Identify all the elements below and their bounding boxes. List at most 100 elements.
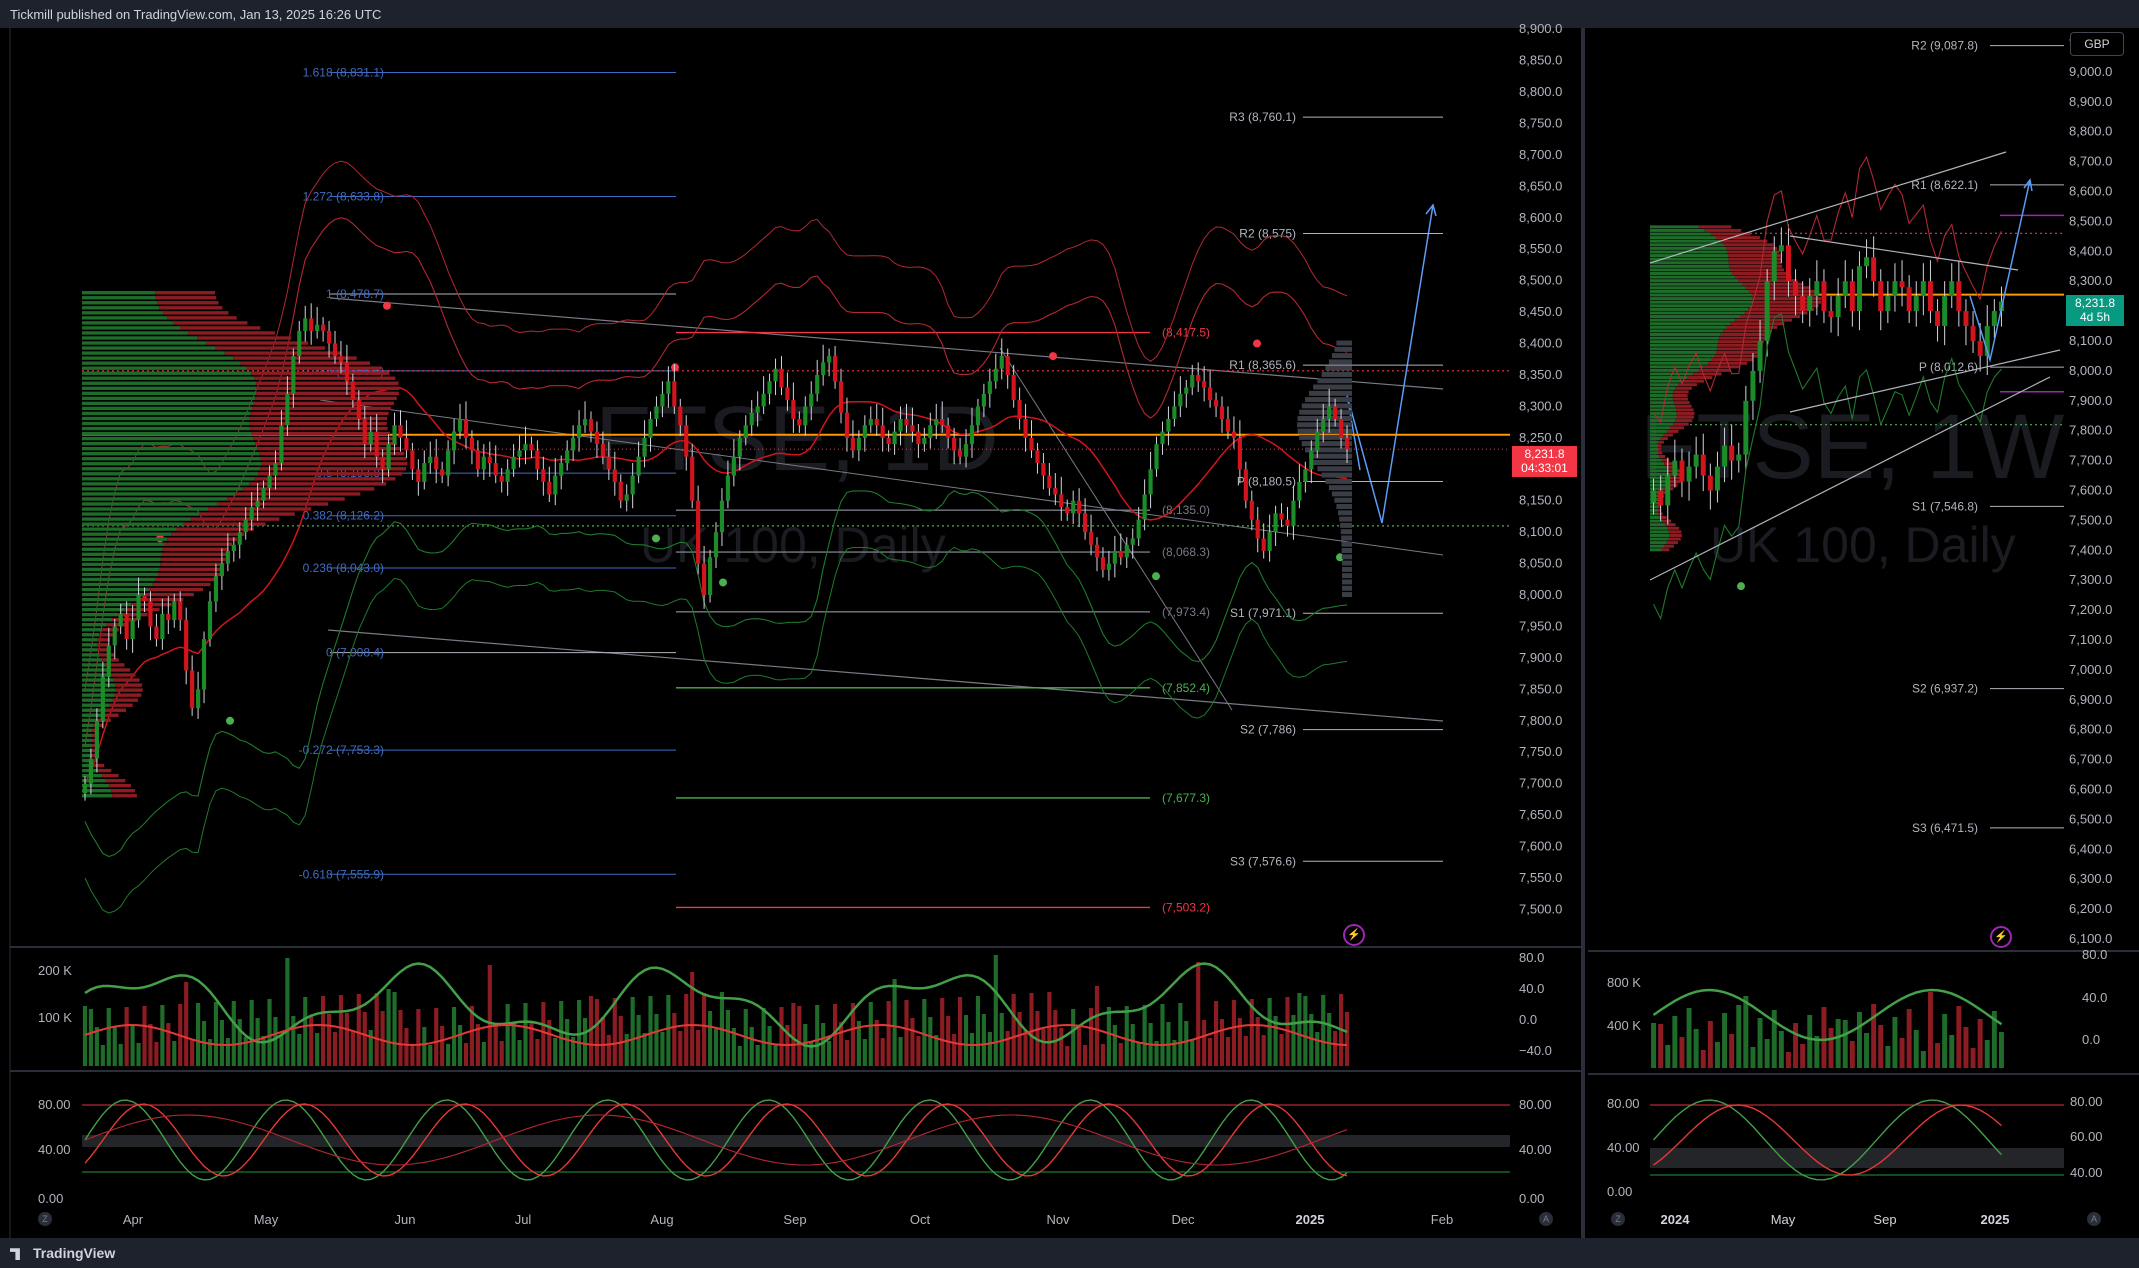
candle-body[interactable] [88, 758, 94, 784]
candle-body[interactable] [487, 456, 492, 463]
trendline-upper[interactable] [329, 297, 1444, 390]
candle-body[interactable] [297, 330, 302, 357]
candle-body[interactable] [850, 437, 856, 451]
candle-body[interactable] [898, 418, 903, 432]
trendline-lower[interactable] [327, 629, 1444, 722]
candle-body[interactable] [1065, 507, 1070, 514]
candle-body[interactable] [904, 418, 909, 426]
candle-body[interactable] [576, 425, 582, 438]
candle-body[interactable] [713, 532, 719, 558]
candle-body[interactable] [541, 469, 546, 482]
candle-body[interactable] [219, 563, 224, 577]
alert-bolt-icon[interactable]: ⚡ [1343, 924, 1365, 946]
candle-body[interactable] [1249, 500, 1254, 520]
candle-body[interactable] [1243, 469, 1248, 501]
weekly-candle-body[interactable] [1700, 454, 1706, 476]
candle-body[interactable] [112, 626, 117, 646]
candle-body[interactable] [1029, 437, 1034, 451]
candle-body[interactable] [1088, 532, 1094, 545]
candle-body[interactable] [565, 450, 570, 463]
candle-body[interactable] [969, 425, 975, 445]
candle-body[interactable] [1172, 406, 1177, 419]
candle-body[interactable] [582, 418, 588, 426]
candle-body[interactable] [511, 456, 516, 470]
weekly-candle-body[interactable] [1672, 460, 1678, 476]
weekly-candle-body[interactable] [1793, 281, 1799, 297]
candle-body[interactable] [82, 783, 88, 794]
candle-body[interactable] [862, 425, 867, 438]
candle-body[interactable] [309, 318, 314, 331]
candle-body[interactable] [1213, 400, 1219, 407]
candle-body[interactable] [797, 418, 802, 426]
candle-body[interactable] [100, 676, 105, 721]
candle-body[interactable] [791, 400, 796, 419]
candle-body[interactable] [648, 418, 653, 438]
currency-button[interactable]: GBP [2070, 32, 2124, 56]
candle-body[interactable] [874, 418, 879, 426]
weekly-candle-body[interactable] [1814, 281, 1820, 297]
candle-body[interactable] [130, 620, 135, 640]
weekly-candle-body[interactable] [1871, 257, 1877, 282]
candle-body[interactable] [1124, 544, 1129, 558]
candle-body[interactable] [416, 469, 421, 482]
candle-body[interactable] [315, 324, 320, 331]
candle-body[interactable] [94, 720, 99, 759]
candle-body[interactable] [1344, 437, 1350, 450]
candle-body[interactable] [588, 418, 594, 432]
weekly-scale-log-button[interactable]: Z [1611, 1212, 1625, 1226]
candle-body[interactable] [922, 437, 927, 445]
candle-body[interactable] [981, 393, 986, 407]
candle-body[interactable] [469, 437, 475, 451]
weekly-candle-body[interactable] [1665, 475, 1671, 506]
weekly-candle-body[interactable] [1856, 266, 1862, 312]
candle-body[interactable] [963, 444, 969, 457]
candle-body[interactable] [1255, 519, 1260, 539]
candle-body[interactable] [374, 431, 379, 457]
candle-body[interactable] [231, 544, 236, 552]
candle-body[interactable] [809, 393, 814, 407]
weekly-candle-body[interactable] [1977, 340, 1983, 356]
weekly-candle-body[interactable] [1920, 281, 1926, 297]
weekly-candle-body[interactable] [1956, 281, 1962, 312]
candle-body[interactable] [1142, 494, 1147, 520]
candle-body[interactable] [1333, 406, 1338, 419]
candle-body[interactable] [1225, 418, 1231, 432]
candle-body[interactable] [1279, 513, 1284, 520]
candle-body[interactable] [600, 444, 605, 457]
candle-body[interactable] [243, 519, 248, 533]
candle-body[interactable] [1219, 406, 1225, 419]
candle-body[interactable] [463, 418, 469, 438]
weekly-candle-body[interactable] [1807, 296, 1813, 312]
candle-body[interactable] [475, 450, 480, 470]
candle-body[interactable] [1231, 431, 1236, 438]
candle-body[interactable] [1106, 563, 1111, 570]
candle-body[interactable] [838, 381, 844, 413]
weekly-candle-body[interactable] [1828, 311, 1834, 318]
candle-body[interactable] [886, 437, 891, 445]
candle-body[interactable] [1291, 500, 1296, 526]
candle-body[interactable] [1208, 387, 1213, 401]
candle-body[interactable] [1041, 462, 1046, 476]
candle-body[interactable] [493, 462, 498, 476]
candle-body[interactable] [946, 425, 951, 438]
candle-body[interactable] [779, 368, 784, 388]
candle-body[interactable] [499, 475, 504, 482]
candle-body[interactable] [440, 469, 445, 476]
candle-body[interactable] [606, 456, 611, 470]
candle-body[interactable] [749, 412, 754, 426]
candle-body[interactable] [535, 450, 540, 470]
weekly-candle-body[interactable] [1693, 454, 1699, 467]
weekly-candle-body[interactable] [1658, 490, 1664, 506]
candle-body[interactable] [344, 362, 349, 382]
weekly-candle-body[interactable] [1679, 460, 1685, 482]
weekly-candle-body[interactable] [1821, 281, 1827, 312]
candle-body[interactable] [957, 450, 963, 457]
candle-body[interactable] [803, 406, 808, 426]
candle-body[interactable] [273, 462, 278, 476]
candle-body[interactable] [1178, 393, 1183, 407]
weekly-candle-body[interactable] [1743, 400, 1749, 455]
candle-body[interactable] [201, 639, 207, 690]
weekly-candle-body[interactable] [1913, 296, 1919, 312]
candle-body[interactable] [505, 469, 510, 482]
candle-body[interactable] [1285, 519, 1290, 526]
